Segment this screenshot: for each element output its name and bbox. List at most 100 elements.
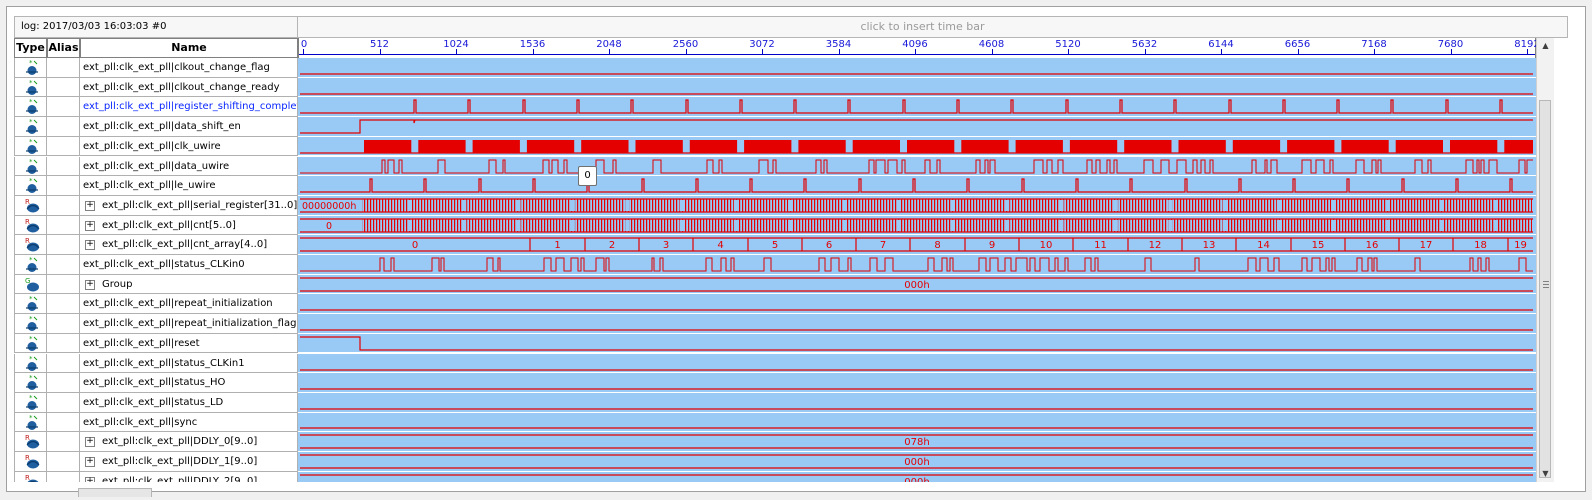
signal-name-cell[interactable]: + Group [80,274,298,295]
signal-type-cell: * [14,412,47,433]
waveform-cell[interactable]: 078h [298,432,1536,452]
svg-text:R: R [25,454,30,462]
signal-row[interactable]: * ext_pll:clk_ext_pll|status_HO [14,373,1536,393]
waveform-cell[interactable] [298,97,1536,118]
waveform-cell[interactable]: 000h [298,452,1536,472]
clock-burst [1069,139,1118,153]
ruler-tick-label: 2048 [596,39,622,50]
signal-name-cell[interactable]: ext_pll:clk_ext_pll|reset [80,333,298,354]
vertical-scrollbar[interactable]: ▲ ▼ [1536,38,1554,482]
waveform-cell[interactable] [298,156,1536,177]
scroll-up-icon[interactable]: ▲ [1542,41,1549,50]
signal-name-cell[interactable]: + ext_pll:clk_ext_pll|DDLY_0[9..0] [80,432,298,452]
name-column-header[interactable]: Name [80,38,298,58]
input-pin-icon: * [23,158,41,175]
clock-burst [418,139,466,153]
waveform-cell[interactable] [298,136,1536,157]
signal-name-cell[interactable]: ext_pll:clk_ext_pll|clkout_change_ready [80,77,298,98]
signal-name-cell[interactable]: ext_pll:clk_ext_pll|status_CLKin0 [80,255,298,275]
signal-row[interactable]: * ext_pll:clk_ext_pll|clkout_change_ready [14,77,1536,98]
expand-icon[interactable]: + [85,199,95,211]
insert-time-bar[interactable]: click to insert time bar [298,16,1568,38]
waveform-cell[interactable] [298,412,1536,433]
svg-text:R: R [25,237,30,245]
signal-row[interactable]: R + ext_pll:clk_ext_pll|DDLY_0[9..0] 078h [14,432,1536,452]
signal-name-cell[interactable]: ext_pll:clk_ext_pll|clkout_change_flag [80,58,298,78]
waveform-cell[interactable] [298,333,1536,354]
waveform-cell[interactable] [298,392,1536,413]
signal-name-cell[interactable]: ext_pll:clk_ext_pll|status_LD [80,392,298,413]
signal-row[interactable]: * ext_pll:clk_ext_pll|reset [14,333,1536,354]
signal-name-cell[interactable]: ext_pll:clk_ext_pll|data_uwire [80,156,298,177]
waveform-cell[interactable]: 00000000h [298,195,1536,216]
signal-row[interactable]: * ext_pll:clk_ext_pll|clkout_change_flag [14,58,1536,78]
signal-name-cell[interactable]: + ext_pll:clk_ext_pll|DDLY_2[9..0] [80,471,298,482]
signal-name-cell[interactable]: ext_pll:clk_ext_pll|le_uwire [80,176,298,196]
waveform-cell[interactable] [298,373,1536,393]
bus-gap [1439,199,1444,211]
time-ruler[interactable]: 0 512 1024 1536 2048 2560 3072 3584 4096 4608 5120… [298,38,1540,58]
signal-name-cell[interactable]: ext_pll:clk_ext_pll|clk_uwire [80,136,298,157]
waveform-cell[interactable]: 000h [298,274,1536,295]
signal-row[interactable]: * ext_pll:clk_ext_pll|status_LD [14,392,1536,413]
signal-row[interactable]: * ext_pll:clk_ext_pll|repeat_initializati… [14,294,1536,315]
signal-row[interactable]: * ext_pll:clk_ext_pll|status_CLKin0 [14,255,1536,275]
signal-row[interactable]: * ext_pll:clk_ext_pll|clk_uwire [14,136,1536,157]
signal-row[interactable]: G + Group 000h [14,274,1536,295]
signal-row[interactable]: * ext_pll:clk_ext_pll|repeat_initializati… [14,314,1536,334]
signal-name-cell[interactable]: ext_pll:clk_ext_pll|register_shifting_co… [80,97,298,118]
signal-name-cell[interactable]: ext_pll:clk_ext_pll|sync [80,412,298,433]
signal-row[interactable]: * ext_pll:clk_ext_pll|status_CLKin1 [14,353,1536,374]
clock-burst [852,139,900,153]
expand-icon[interactable]: + [85,239,95,251]
signal-name-cell[interactable]: + ext_pll:clk_ext_pll|serial_register[31.… [80,195,298,216]
clock-burst [1341,139,1389,153]
signal-row[interactable]: * ext_pll:clk_ext_pll|data_uwire [14,156,1536,177]
bottom-tab[interactable] [78,488,152,497]
waveform-cell[interactable] [298,117,1536,137]
type-column-header[interactable]: Type [14,38,47,58]
waveform-cell[interactable] [298,353,1536,374]
clock-burst [1178,139,1226,153]
waveform-cell[interactable] [298,255,1536,275]
waveform-cell[interactable]: 0 1 2 3 4 5 6 7 8 9 10 11 12 13 14 15 16 17 18 19 [298,235,1536,255]
signal-name-cell[interactable]: ext_pll:clk_ext_pll|repeat_initializatio… [80,314,298,334]
signal-name-cell[interactable]: ext_pll:clk_ext_pll|status_CLKin1 [80,353,298,374]
waveform-cell[interactable] [298,77,1536,98]
signal-name-cell[interactable]: ext_pll:clk_ext_pll|data_shift_en [80,117,298,137]
signal-name-cell[interactable]: ext_pll:clk_ext_pll|status_HO [80,373,298,393]
signal-name-cell[interactable]: + ext_pll:clk_ext_pll|cnt[5..0] [80,215,298,236]
signal-row[interactable]: R + ext_pll:clk_ext_pll|DDLY_1[9..0] 000h [14,452,1536,472]
bus-value: 16 [1366,240,1379,251]
scroll-down-icon[interactable]: ▼ [1542,469,1549,478]
signal-name-cell[interactable]: ext_pll:clk_ext_pll|repeat_initializatio… [80,294,298,315]
waveform-cell[interactable] [298,314,1536,334]
waveform-cell[interactable] [298,294,1536,315]
ruler-tick-label: 2560 [672,39,699,50]
signal-name-cell[interactable]: + ext_pll:clk_ext_pll|DDLY_1[9..0] [80,452,298,472]
expand-icon[interactable]: + [85,278,95,290]
signal-row[interactable]: R + ext_pll:clk_ext_pll|cnt_array[4..0] 0 1 2… [14,235,1536,255]
bus-value: 0 [412,240,418,251]
expand-icon[interactable]: + [85,219,95,231]
expand-icon[interactable]: + [85,476,95,482]
signal-row[interactable]: * ext_pll:clk_ext_pll|data_shift_en [14,117,1536,137]
alias-column-header[interactable]: Alias [47,38,80,58]
waveform-cell[interactable]: 0 [298,215,1536,236]
grip-line [1543,284,1549,285]
signal-row[interactable]: R + ext_pll:clk_ext_pll|serial_register[31… [14,195,1536,216]
signal-row[interactable]: * ext_pll:clk_ext_pll|sync [14,412,1536,433]
signal-row[interactable]: R + ext_pll:clk_ext_pll|DDLY_2[9..0] 000h [14,471,1536,482]
waveform-cell[interactable] [298,176,1536,196]
signal-name-cell[interactable]: + ext_pll:clk_ext_pll|cnt_array[4..0] [80,235,298,255]
expand-icon[interactable]: + [85,456,95,467]
bus-value: 000h [904,280,929,291]
signal-row[interactable]: * ext_pll:clk_ext_pll|register_shifting_c… [14,97,1536,118]
signal-row[interactable]: * ext_pll:clk_ext_pll|le_uwire [14,176,1536,196]
waveform-cell[interactable]: 000h [298,471,1536,482]
bus-gap [408,199,412,211]
signal-row[interactable]: R + ext_pll:clk_ext_pll|cnt[5..0] 0 [14,215,1536,236]
waveform-cell[interactable] [298,58,1536,78]
expand-icon[interactable]: + [85,436,95,448]
scrollbar-thumb[interactable] [1539,100,1551,478]
